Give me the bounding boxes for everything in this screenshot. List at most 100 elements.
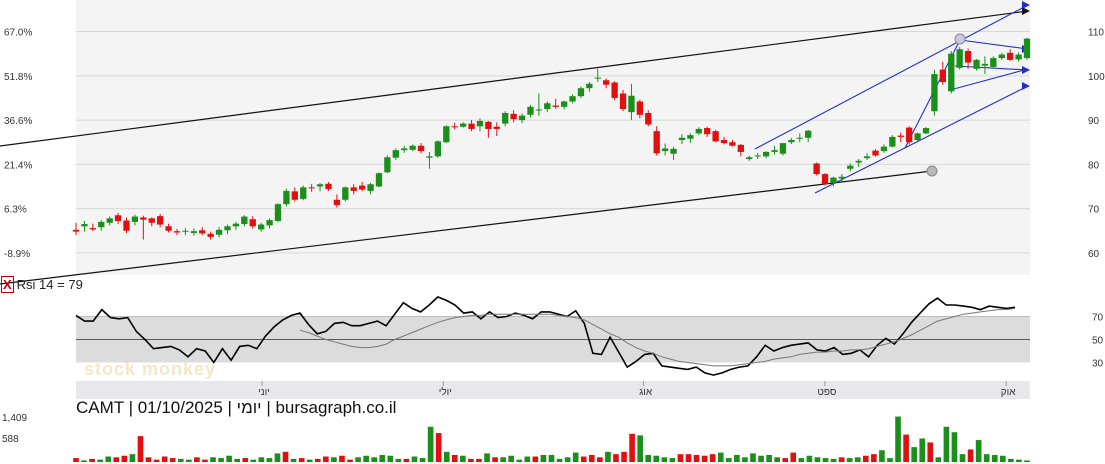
candle-body[interactable]: [350, 187, 357, 191]
candle-body[interactable]: [300, 187, 307, 199]
trend-lines[interactable]: [0, 1, 1030, 285]
candle-body[interactable]: [1023, 38, 1031, 59]
candle-body[interactable]: [948, 53, 955, 92]
candle-body[interactable]: [906, 127, 913, 143]
candle-body[interactable]: [990, 58, 997, 67]
candle-body[interactable]: [670, 148, 677, 154]
candle-body[interactable]: [964, 51, 972, 63]
candle-body[interactable]: [502, 113, 509, 124]
candle-body[interactable]: [704, 128, 711, 135]
candle-body[interactable]: [695, 128, 702, 134]
candle-body[interactable]: [544, 103, 551, 110]
candle-body[interactable]: [316, 184, 324, 187]
candle-body[interactable]: [847, 165, 854, 169]
candle-body[interactable]: [687, 135, 694, 139]
candle-body[interactable]: [215, 229, 223, 235]
candle-body[interactable]: [872, 150, 879, 156]
candle-body[interactable]: [552, 105, 559, 107]
candle-body[interactable]: [241, 216, 248, 225]
candle-body[interactable]: [779, 143, 787, 154]
candle-body[interactable]: [1007, 52, 1014, 60]
candle-body[interactable]: [266, 220, 273, 226]
rsi-panel[interactable]: 30 50 70: [75, 295, 1104, 376]
candle-body[interactable]: [939, 69, 946, 83]
candle-body[interactable]: [619, 93, 627, 110]
candle-body[interactable]: [291, 191, 298, 200]
candle-body[interactable]: [257, 224, 265, 230]
candle-body[interactable]: [956, 49, 963, 68]
candle-body[interactable]: [981, 63, 989, 66]
candle-body[interactable]: [788, 140, 795, 143]
candle-body[interactable]: [560, 101, 568, 107]
candle-body[interactable]: [729, 142, 736, 146]
candle-body[interactable]: [914, 133, 921, 140]
candle-body[interactable]: [468, 123, 475, 129]
candle-body[interactable]: [409, 145, 416, 150]
candle-body[interactable]: [81, 224, 88, 227]
candle-body[interactable]: [998, 54, 1005, 59]
candle-body[interactable]: [796, 137, 803, 139]
candle-body[interactable]: [922, 128, 930, 134]
candle-body[interactable]: [274, 204, 282, 221]
candle-body[interactable]: [384, 157, 391, 173]
candle-body[interactable]: [148, 218, 155, 223]
lower-trendline[interactable]: [0, 170, 933, 285]
channel-line-flag-bottom[interactable]: [949, 68, 1029, 91]
candle-body[interactable]: [577, 88, 585, 97]
candle-body[interactable]: [754, 155, 761, 157]
candle-body[interactable]: [762, 151, 770, 157]
candle-body[interactable]: [720, 140, 728, 144]
candle-body[interactable]: [199, 230, 206, 234]
candle-body[interactable]: [426, 156, 433, 158]
candle-body[interactable]: [98, 221, 105, 228]
candle-body[interactable]: [518, 115, 526, 121]
channel-line-lower[interactable]: [814, 85, 1029, 194]
candle-body[interactable]: [190, 231, 197, 233]
candle-body[interactable]: [123, 220, 130, 231]
candle-body[interactable]: [367, 184, 374, 191]
candle-body[interactable]: [451, 126, 458, 128]
candle-body[interactable]: [1015, 54, 1022, 60]
candle-body[interactable]: [224, 226, 231, 231]
candle-body[interactable]: [855, 160, 862, 163]
candle-body[interactable]: [611, 82, 618, 98]
candle-body[interactable]: [401, 148, 408, 151]
trendline-handle[interactable]: [926, 165, 938, 177]
candle-body[interactable]: [375, 173, 383, 187]
candle-body[interactable]: [283, 190, 290, 205]
candle-body[interactable]: [89, 228, 96, 230]
candle-body[interactable]: [805, 130, 812, 138]
candle-body[interactable]: [106, 218, 113, 223]
candle-body[interactable]: [771, 150, 778, 152]
candle-body[interactable]: [569, 96, 576, 102]
candle-body[interactable]: [863, 156, 871, 159]
candle-body[interactable]: [485, 121, 492, 129]
candle-body[interactable]: [72, 229, 80, 232]
candle-body[interactable]: [628, 95, 635, 113]
candle-body[interactable]: [897, 135, 904, 137]
candle-body[interactable]: [527, 106, 534, 115]
candle-body[interactable]: [821, 174, 829, 185]
channel-handle[interactable]: [954, 33, 966, 45]
candle-body[interactable]: [249, 219, 256, 227]
candle-body[interactable]: [165, 226, 172, 231]
candle-body[interactable]: [325, 183, 332, 190]
candle-body[interactable]: [443, 126, 450, 143]
candle-body[interactable]: [636, 101, 644, 115]
candlestick-series[interactable]: [72, 37, 1031, 240]
candle-body[interactable]: [973, 59, 980, 69]
candle-body[interactable]: [880, 146, 888, 152]
candle-body[interactable]: [140, 217, 147, 220]
candle-body[interactable]: [392, 150, 399, 158]
candle-body[interactable]: [493, 126, 500, 129]
candle-body[interactable]: [308, 187, 315, 189]
candle-body[interactable]: [645, 113, 652, 125]
candle-body[interactable]: [459, 123, 467, 127]
candle-body[interactable]: [746, 157, 753, 160]
candle-body[interactable]: [712, 131, 719, 142]
upper-trendline[interactable]: [0, 10, 1029, 147]
candle-body[interactable]: [653, 131, 660, 154]
candle-body[interactable]: [535, 109, 543, 111]
candle-body[interactable]: [889, 136, 896, 147]
